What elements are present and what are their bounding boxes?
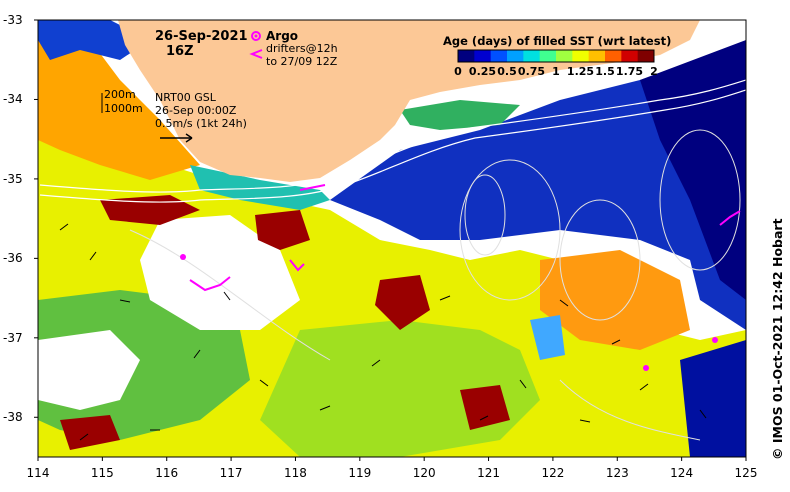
colorbar-swatch xyxy=(490,50,508,62)
map-hour: 16Z xyxy=(166,44,194,59)
argo-legend-label: Argo xyxy=(266,29,299,43)
sst-patch-darkred-2 xyxy=(255,210,310,250)
argo-floats xyxy=(180,254,718,371)
sst-patch-darkred-4 xyxy=(60,415,120,450)
x-tick-label: 125 xyxy=(734,466,758,480)
contour-200m-label: 200m xyxy=(104,88,136,101)
colorbar-swatch xyxy=(507,50,524,62)
ssh-contours xyxy=(129,129,741,441)
y-tick-label: -34 xyxy=(3,92,23,107)
map-date: 26-Sep-2021 xyxy=(155,29,248,44)
drifter-tracks xyxy=(189,184,741,292)
colorbar-swatch xyxy=(556,50,573,62)
bathymetry-contour-200m xyxy=(39,79,746,193)
colorbar-tick-label: 1.75 xyxy=(615,65,644,78)
argo-legend-marker xyxy=(251,31,261,41)
colorbar-title: Age (days) of filled SST (wrt latest) xyxy=(443,34,672,48)
missing-data-sw xyxy=(38,330,140,410)
axis-ticks xyxy=(34,19,747,461)
current-scale-arrow xyxy=(160,133,193,143)
y-tick-label: -37 xyxy=(3,330,23,345)
colorbar-swatch xyxy=(621,50,639,62)
y-tick-label: -35 xyxy=(3,171,23,186)
colorbar-swatch xyxy=(523,50,541,62)
missing-data-center xyxy=(140,215,300,330)
colorbar-swatch xyxy=(572,50,590,62)
credit-label: © IMOS 01-Oct-2021 12:42 Hobart xyxy=(770,218,785,460)
sst-patch-blue-east xyxy=(330,50,746,330)
colorbar-swatch xyxy=(637,50,655,62)
y-tick-label: -38 xyxy=(3,410,23,425)
colorbar-swatch xyxy=(458,50,475,62)
sst-patch-lightblue xyxy=(530,315,565,360)
y-tick-label: -33 xyxy=(3,13,23,27)
drifter-legend-marker xyxy=(249,49,263,59)
sst-patch-orange-west xyxy=(38,40,200,180)
current-vectors xyxy=(59,223,707,441)
sst-patch-darkred-1 xyxy=(100,195,200,225)
current-source-label: NRT00 GSL xyxy=(155,91,216,104)
colorbar-swatch xyxy=(474,50,492,62)
current-scale-label: 0.5m/s (1kt 24h) xyxy=(155,117,247,130)
x-tick-label: 114 xyxy=(26,466,50,480)
colorbar-swatch xyxy=(605,50,622,62)
x-tick-label: 122 xyxy=(541,466,565,480)
drifters-legend-label-2: to 27/09 12Z xyxy=(266,55,338,68)
y-tick-label: -36 xyxy=(3,251,23,266)
contour-1000m-label: 1000m xyxy=(104,102,143,115)
x-tick-label: 117 xyxy=(219,466,243,480)
colorbar-tick-label: 0.5 xyxy=(497,65,517,78)
x-tick-label: 115 xyxy=(90,466,114,480)
colorbar-tick-label: 1 xyxy=(552,65,560,78)
x-tick-label: 120 xyxy=(412,466,436,480)
current-time-label: 26-Sep 00:00Z xyxy=(155,104,237,117)
sst-patch-navy-east xyxy=(640,40,746,300)
x-tick-label: 123 xyxy=(605,466,629,480)
sst-patch-green-coast xyxy=(400,100,520,130)
x-tick-label: 118 xyxy=(284,466,307,480)
map-frame xyxy=(37,19,747,458)
colorbar-tick-label: 0.75 xyxy=(517,65,546,78)
colorbar-tick-label: 1.5 xyxy=(595,65,615,78)
sst-patch-orange-se xyxy=(540,250,690,350)
x-tick-label: 124 xyxy=(670,466,694,480)
x-tick-label: 121 xyxy=(477,466,500,480)
colorbar-frame xyxy=(457,49,655,63)
colorbar-swatch xyxy=(539,50,557,62)
colorbar-tick-label: 0 xyxy=(454,65,462,78)
sst-patch-navy-se xyxy=(680,340,746,457)
colorbar-tick-label: 0.25 xyxy=(468,65,497,78)
colorbar-swatch xyxy=(588,50,606,62)
sst-patch-darkred-3 xyxy=(375,275,430,330)
x-tick-label: 119 xyxy=(348,466,372,480)
bathymetry-contour-1000m xyxy=(39,89,746,203)
colorbar xyxy=(457,49,655,63)
x-tick-label: 116 xyxy=(155,466,179,480)
drifters-legend-label: drifters@12h xyxy=(266,42,338,55)
sst-patch-darkred-5 xyxy=(460,385,510,430)
colorbar-tick-label: 2 xyxy=(650,65,658,78)
colorbar-tick-label: 1.25 xyxy=(566,65,595,78)
